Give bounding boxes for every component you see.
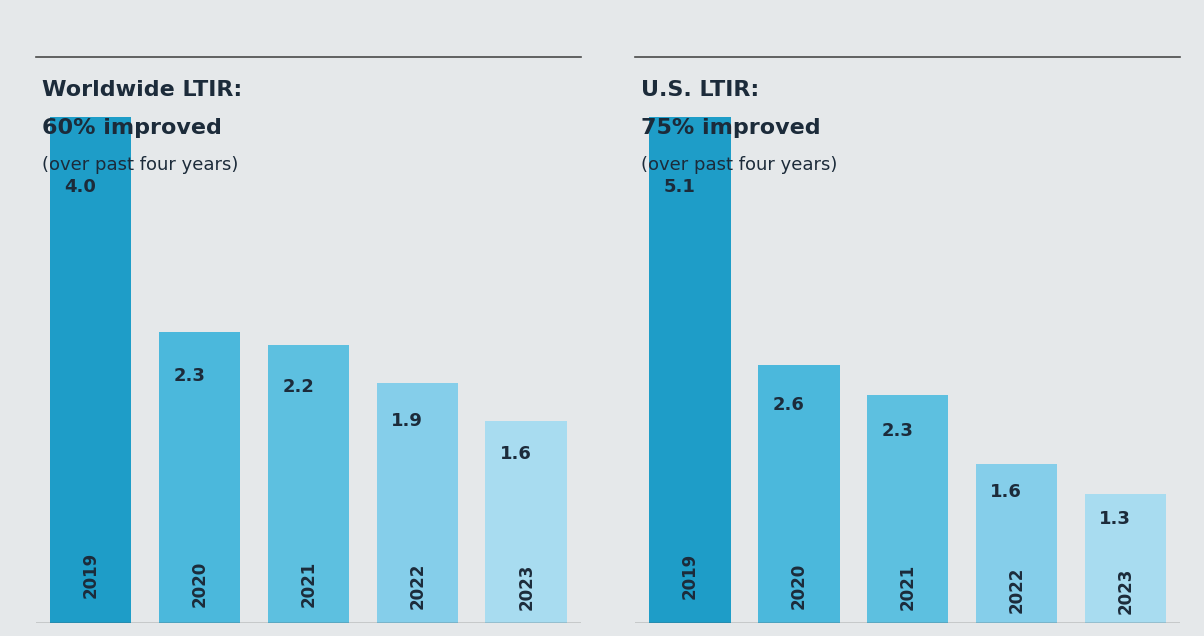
Bar [485,420,567,623]
Bar [267,345,349,623]
Text: 1.6: 1.6 [500,445,532,463]
Text: 2.6: 2.6 [773,396,804,414]
Bar [757,365,839,623]
Text: 5.1: 5.1 [663,177,696,196]
Text: (over past four years): (over past four years) [642,156,838,174]
Bar [49,117,131,623]
Text: 2021: 2021 [300,561,318,607]
Bar [1085,494,1167,623]
Text: 2019: 2019 [680,553,698,599]
Text: Worldwide LTIR:: Worldwide LTIR: [42,80,242,99]
Text: U.S. LTIR:: U.S. LTIR: [642,80,760,99]
Text: 2019: 2019 [82,551,100,598]
Text: 2021: 2021 [898,564,916,610]
Text: 2022: 2022 [1008,567,1026,613]
Text: 1.3: 1.3 [1099,509,1132,528]
Text: 60% improved: 60% improved [42,118,222,137]
Text: 2023: 2023 [518,563,536,610]
Bar [867,395,949,623]
Bar [159,332,241,623]
Text: 2.2: 2.2 [282,378,314,396]
Text: 75% improved: 75% improved [642,118,821,137]
Text: 2.3: 2.3 [173,367,205,385]
Bar [975,464,1057,623]
Text: 2022: 2022 [408,562,426,609]
Text: 4.0: 4.0 [65,177,96,196]
Text: 2020: 2020 [190,560,208,607]
Text: 1.9: 1.9 [391,411,423,429]
Text: 2023: 2023 [1116,568,1134,614]
Text: (over past four years): (over past four years) [42,156,238,174]
Bar [377,383,459,623]
Text: 2.3: 2.3 [881,422,914,440]
Bar [649,117,731,623]
Text: 2020: 2020 [790,563,808,609]
Text: 1.6: 1.6 [991,483,1022,501]
